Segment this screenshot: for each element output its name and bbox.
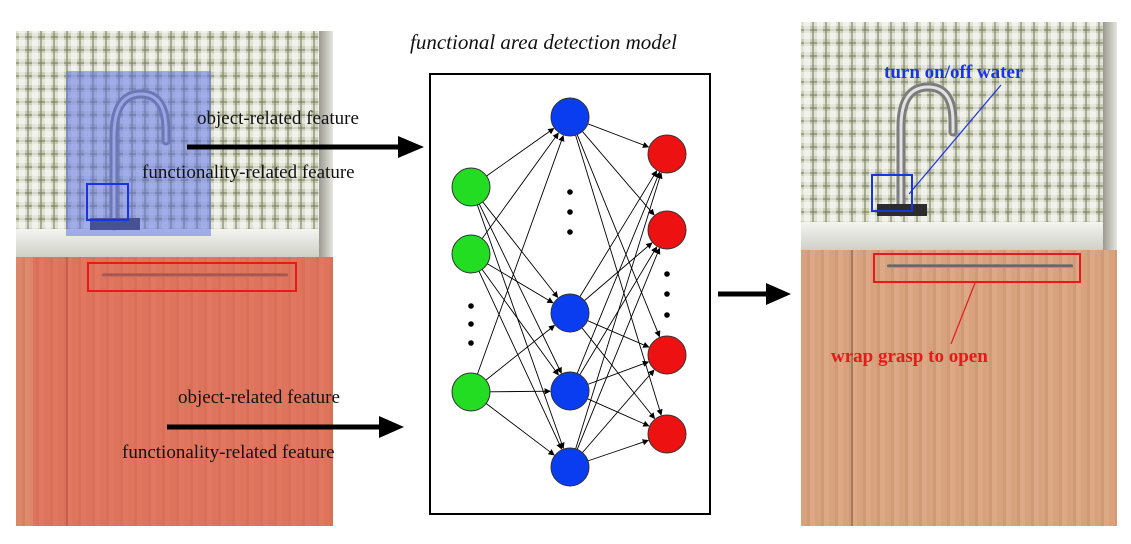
cabinet-seam — [851, 250, 853, 526]
cabinet-region-overlay-edge — [16, 257, 33, 526]
output-arrow — [718, 283, 791, 305]
model-title: functional area detection model — [410, 30, 677, 54]
faucet-handle-box — [86, 183, 129, 221]
output-kitchen-photo: turn on/off water wrap grasp to open — [801, 22, 1117, 526]
drawer-handle-box — [873, 253, 1081, 283]
faucet-handle-box — [871, 174, 913, 212]
cabinet-region-overlay — [33, 257, 333, 526]
sink-counter — [801, 222, 1117, 250]
top-object-feature-label: object-related feature — [197, 108, 359, 129]
side-wall — [319, 31, 333, 257]
model-box — [429, 73, 711, 515]
annotation-leader-lines — [908, 84, 1002, 345]
tile-backsplash — [801, 22, 1117, 224]
drawer-handle — [887, 264, 1073, 268]
faucet-annotation: turn on/off water — [884, 62, 1024, 83]
top-functionality-feature-label: functionality-related feature — [142, 162, 355, 183]
object-region-overlay — [66, 71, 211, 236]
input-kitchen-photo — [16, 31, 333, 526]
bottom-functionality-feature-label: functionality-related feature — [122, 442, 335, 463]
drawer-annotation: wrap grasp to open — [831, 346, 988, 367]
side-wall — [1103, 22, 1117, 250]
cabinet-door — [801, 250, 1117, 526]
drawer-handle-box — [87, 262, 297, 292]
bottom-object-feature-label: object-related feature — [178, 387, 340, 408]
